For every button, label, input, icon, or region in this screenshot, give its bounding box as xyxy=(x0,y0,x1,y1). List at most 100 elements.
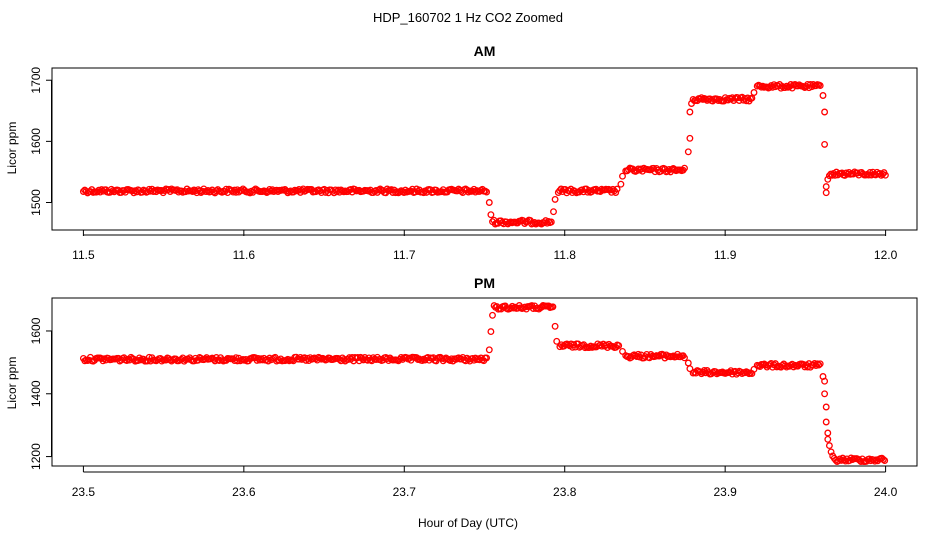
am-data-point xyxy=(613,185,621,193)
am-data-point xyxy=(821,140,829,148)
am-data-point xyxy=(551,195,559,203)
pm-data-point xyxy=(822,418,830,426)
am-data-point xyxy=(819,92,827,99)
am-data-point xyxy=(485,199,493,206)
pm-y-tick-label: 1400 xyxy=(29,380,43,407)
am-y-axis-label: Licor ppm xyxy=(5,122,19,175)
am-data-point xyxy=(612,189,620,196)
pm-data-point xyxy=(821,390,829,398)
am-data-point xyxy=(686,108,694,116)
pm-y-axis-label: Licor ppm xyxy=(5,357,19,410)
am-segment-3 xyxy=(622,164,688,176)
pm-panel-title: PM xyxy=(474,275,495,291)
pm-panel: PM Licor ppm 23.5 23.6 23.7 23.8 23.9 24.0 120… xyxy=(5,275,918,499)
pm-data-point xyxy=(489,311,496,319)
am-panel-title: AM xyxy=(474,43,496,59)
pm-segment-1 xyxy=(490,302,557,313)
am-data-point xyxy=(698,94,705,102)
pm-data-point xyxy=(813,360,821,368)
figure-title: HDP_160702 1 Hz CO2 Zoomed xyxy=(373,10,563,25)
pm-x-tick-label: 23.9 xyxy=(713,485,737,499)
am-segment-5 xyxy=(753,80,824,92)
pm-segment-4 xyxy=(689,367,756,378)
am-data-point xyxy=(545,218,552,225)
am-data-point xyxy=(617,180,625,188)
pm-data-point xyxy=(824,429,832,437)
am-data-point xyxy=(881,171,889,179)
pm-data-point xyxy=(815,361,823,369)
am-data-point xyxy=(821,108,829,116)
pm-data-point xyxy=(879,456,887,463)
pm-data-point xyxy=(881,457,889,465)
am-x-tick-label: 11.8 xyxy=(553,248,576,262)
am-segment-6 xyxy=(825,168,889,180)
am-data-point xyxy=(824,175,832,183)
pm-transition-points xyxy=(485,311,837,460)
pm-data-point xyxy=(816,360,824,368)
pm-segment-5 xyxy=(753,360,824,371)
am-data-point xyxy=(547,218,555,226)
am-y-tick-label: 1700 xyxy=(29,67,43,94)
am-data-point xyxy=(684,148,692,156)
pm-data-point xyxy=(825,442,833,450)
am-x-tick-label: 11.6 xyxy=(233,248,256,262)
am-y-tick-label: 1500 xyxy=(29,189,43,216)
am-x-tick-label: 11.9 xyxy=(714,248,737,262)
am-data-point xyxy=(584,188,592,196)
am-data-point xyxy=(688,100,695,107)
pm-y-tick-label: 1600 xyxy=(29,317,43,344)
x-axis-label: Hour of Day (UTC) xyxy=(418,516,518,530)
pm-data-point xyxy=(821,377,829,385)
pm-data-point xyxy=(684,359,692,367)
am-data-point xyxy=(98,186,106,194)
pm-x-tick-label: 23.5 xyxy=(72,485,96,499)
pm-points xyxy=(79,302,889,466)
pm-data-point xyxy=(686,365,694,373)
am-points xyxy=(79,80,889,228)
am-data-point xyxy=(619,172,626,180)
am-data-point xyxy=(464,188,472,196)
pm-data-point xyxy=(829,452,837,460)
am-data-point xyxy=(543,219,551,227)
pm-x-tick-label: 23.8 xyxy=(553,485,577,499)
pm-data-point xyxy=(485,346,493,354)
pm-data-point xyxy=(553,337,561,345)
pm-plot-frame xyxy=(51,297,918,467)
am-data-point xyxy=(822,183,830,191)
pm-data-point xyxy=(827,448,835,456)
am-plot-frame xyxy=(51,67,918,231)
am-x-tick-label: 11.5 xyxy=(72,248,95,262)
am-data-point xyxy=(487,211,495,219)
am-panel: AM Licor ppm 11.5 11.6 11.7 11.8 11.9 12.0 150… xyxy=(5,43,918,262)
pm-data-point xyxy=(824,435,832,443)
pm-data-point xyxy=(619,347,626,355)
am-data-point xyxy=(748,94,756,102)
am-data-point xyxy=(483,188,491,196)
pm-x-tick-label: 24.0 xyxy=(874,485,898,499)
pm-segment-0 xyxy=(79,353,491,365)
am-data-point xyxy=(681,164,688,172)
pm-data-point xyxy=(822,403,830,411)
pm-y-tick-label: 1200 xyxy=(29,443,43,470)
am-data-point xyxy=(686,134,694,142)
pm-data-point xyxy=(483,354,491,362)
am-data-point xyxy=(816,82,824,90)
am-data-point xyxy=(750,89,758,96)
pm-data-point xyxy=(487,328,495,336)
am-data-point xyxy=(550,208,557,216)
pm-data-point xyxy=(551,322,559,330)
pm-data-point xyxy=(549,303,557,311)
am-data-point xyxy=(781,84,789,92)
pm-segment-3 xyxy=(622,350,688,362)
am-segment-2 xyxy=(554,185,621,197)
am-segment-1 xyxy=(489,216,555,228)
pm-segment-2 xyxy=(556,340,623,352)
am-transition-points xyxy=(485,89,832,219)
am-x-tick-label: 12.0 xyxy=(874,248,898,262)
pm-segment-6 xyxy=(830,454,889,466)
pm-data-point xyxy=(681,354,688,362)
pm-x-tick-label: 23.7 xyxy=(393,485,417,499)
am-x-tick-label: 11.7 xyxy=(393,248,416,262)
pm-data-point xyxy=(750,365,758,373)
